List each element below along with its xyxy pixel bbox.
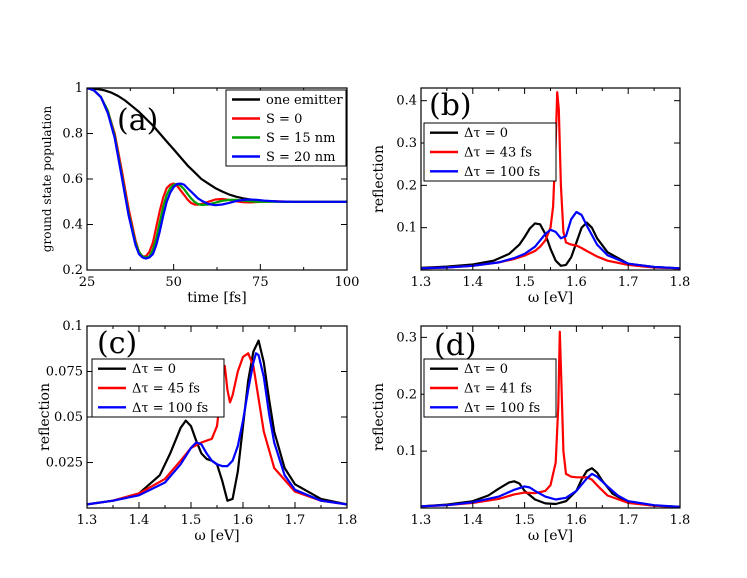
- x-tick-label: 1.3: [411, 513, 432, 528]
- x-axis-label: ω [eV]: [528, 290, 573, 306]
- x-tick-label: 1.7: [618, 513, 639, 528]
- x-tick-label: 1.7: [618, 275, 639, 290]
- legend-entry: Δτ = 0: [464, 126, 508, 141]
- x-tick-label: 1.5: [181, 513, 202, 528]
- y-axis-label: reflection: [371, 145, 387, 213]
- y-axis-label: reflection: [371, 383, 387, 451]
- panel-label: (d): [434, 328, 477, 363]
- x-tick-label: 1.5: [514, 275, 535, 290]
- legend: Δτ = 0 Δτ = 45 fs Δτ = 100 fs: [91, 358, 225, 418]
- y-tick-label: 0.4: [396, 94, 417, 109]
- legend-entry: S = 0: [266, 112, 302, 127]
- series-line-b-0: [421, 221, 680, 270]
- x-tick-label: 1.6: [233, 513, 254, 528]
- legend-entry: one emitter: [266, 93, 343, 108]
- y-tick-label: 0.2: [62, 263, 83, 278]
- series-line-d-1: [421, 330, 680, 508]
- x-axis-label: ω [eV]: [194, 528, 239, 544]
- series-line-b-2: [421, 210, 680, 270]
- legend-entry: Δτ = 45 fs: [132, 382, 200, 397]
- series-group: [87, 339, 347, 506]
- x-axis-label: ω [eV]: [528, 528, 573, 544]
- y-tick-label: 0.1: [62, 319, 83, 334]
- y-tick-label: 0.2: [396, 178, 417, 193]
- y-tick-label: 1: [75, 81, 83, 96]
- x-tick-label: 1.8: [670, 513, 691, 528]
- y-tick-label: 0.1: [396, 444, 417, 459]
- y-tick-label: 0.1: [396, 221, 417, 236]
- legend-entry: Δτ = 100 fs: [464, 165, 540, 180]
- y-tick-label: 0.8: [62, 127, 83, 142]
- x-tick-label: 1.8: [337, 513, 358, 528]
- x-tick-label: 1.4: [462, 513, 483, 528]
- y-axis-label: ground state population: [40, 106, 54, 253]
- series-line-a-3: [87, 88, 347, 260]
- legend: Δτ = 0 Δτ = 43 fs Δτ = 100 fs: [423, 122, 557, 182]
- y-tick-label: 0.3: [396, 330, 417, 345]
- legend-entry: Δτ = 43 fs: [464, 146, 532, 161]
- legend-entry: Δτ = 41 fs: [464, 382, 532, 397]
- x-axis-label: time [fs]: [187, 290, 246, 306]
- series-line-c-1: [87, 352, 347, 506]
- legend-entry: S = 15 nm: [266, 131, 335, 146]
- x-tick-label: 100: [335, 275, 360, 290]
- y-tick-label: 0.6: [62, 172, 83, 187]
- y-tick-label: 0.2: [396, 387, 417, 402]
- x-tick-label: 1.6: [566, 275, 587, 290]
- x-tick-label: 1.8: [670, 275, 691, 290]
- panel-c: 1.3 1.4 1.5 1.6 1.7 1.8 0.025 0.05 0.075 0.1 ω [eV…: [37, 319, 357, 544]
- panel-label: (a): [117, 103, 158, 138]
- legend-entry: Δτ = 0: [132, 362, 176, 377]
- y-tick-label: 0.3: [396, 136, 417, 151]
- x-tick-label: 1.7: [285, 513, 306, 528]
- legend-box: [225, 89, 347, 167]
- x-tick-label: 25: [79, 275, 96, 290]
- y-axis-label: reflection: [37, 383, 53, 451]
- x-tick-label: 1.3: [77, 513, 98, 528]
- legend: Δτ = 0 Δτ = 41 fs Δτ = 100 fs: [423, 358, 557, 418]
- x-tick-label: 50: [165, 275, 182, 290]
- x-tick-label: 75: [252, 275, 269, 290]
- y-tick-label: 0.025: [46, 456, 83, 471]
- panel-a: 25 50 75 100 0.2 0.4 0.6 0.8 1 time [fs] ground st…: [40, 81, 359, 306]
- series-group: [421, 91, 680, 270]
- series-group: [421, 330, 680, 508]
- y-tick-label: 0.075: [46, 365, 83, 380]
- x-tick-label: 1.5: [514, 513, 535, 528]
- series-line-d-2: [421, 472, 680, 508]
- legend-entry: Δτ = 0: [464, 362, 508, 377]
- panel-d: 1.3 1.4 1.5 1.6 1.7 1.8 0.1 0.2 0.3 ω [eV] reflect…: [371, 325, 691, 544]
- x-tick-label: 1.4: [129, 513, 150, 528]
- panel-label: (c): [97, 326, 137, 361]
- series-line-d-0: [421, 467, 680, 508]
- y-tick-label: 0.05: [54, 410, 83, 425]
- legend: one emitter S = 0 S = 15 nm S = 20 nm: [225, 89, 347, 167]
- legend-entry: S = 20 nm: [266, 150, 335, 165]
- legend-entry: Δτ = 100 fs: [132, 401, 208, 416]
- legend-entry: Δτ = 100 fs: [464, 401, 540, 416]
- series-line-c-2: [87, 352, 347, 506]
- x-tick-label: 1.4: [462, 275, 483, 290]
- x-tick-label: 1.3: [411, 275, 432, 290]
- y-tick-label: 0.4: [62, 218, 83, 233]
- panel-label: (b): [429, 88, 472, 123]
- series-line-c-0: [87, 339, 347, 506]
- panel-b: 1.3 1.4 1.5 1.6 1.7 1.8 0.1 0.2 0.3 0.4 ω [eV] refl…: [371, 87, 691, 306]
- series-group: [87, 88, 347, 260]
- x-tick-label: 1.6: [566, 513, 587, 528]
